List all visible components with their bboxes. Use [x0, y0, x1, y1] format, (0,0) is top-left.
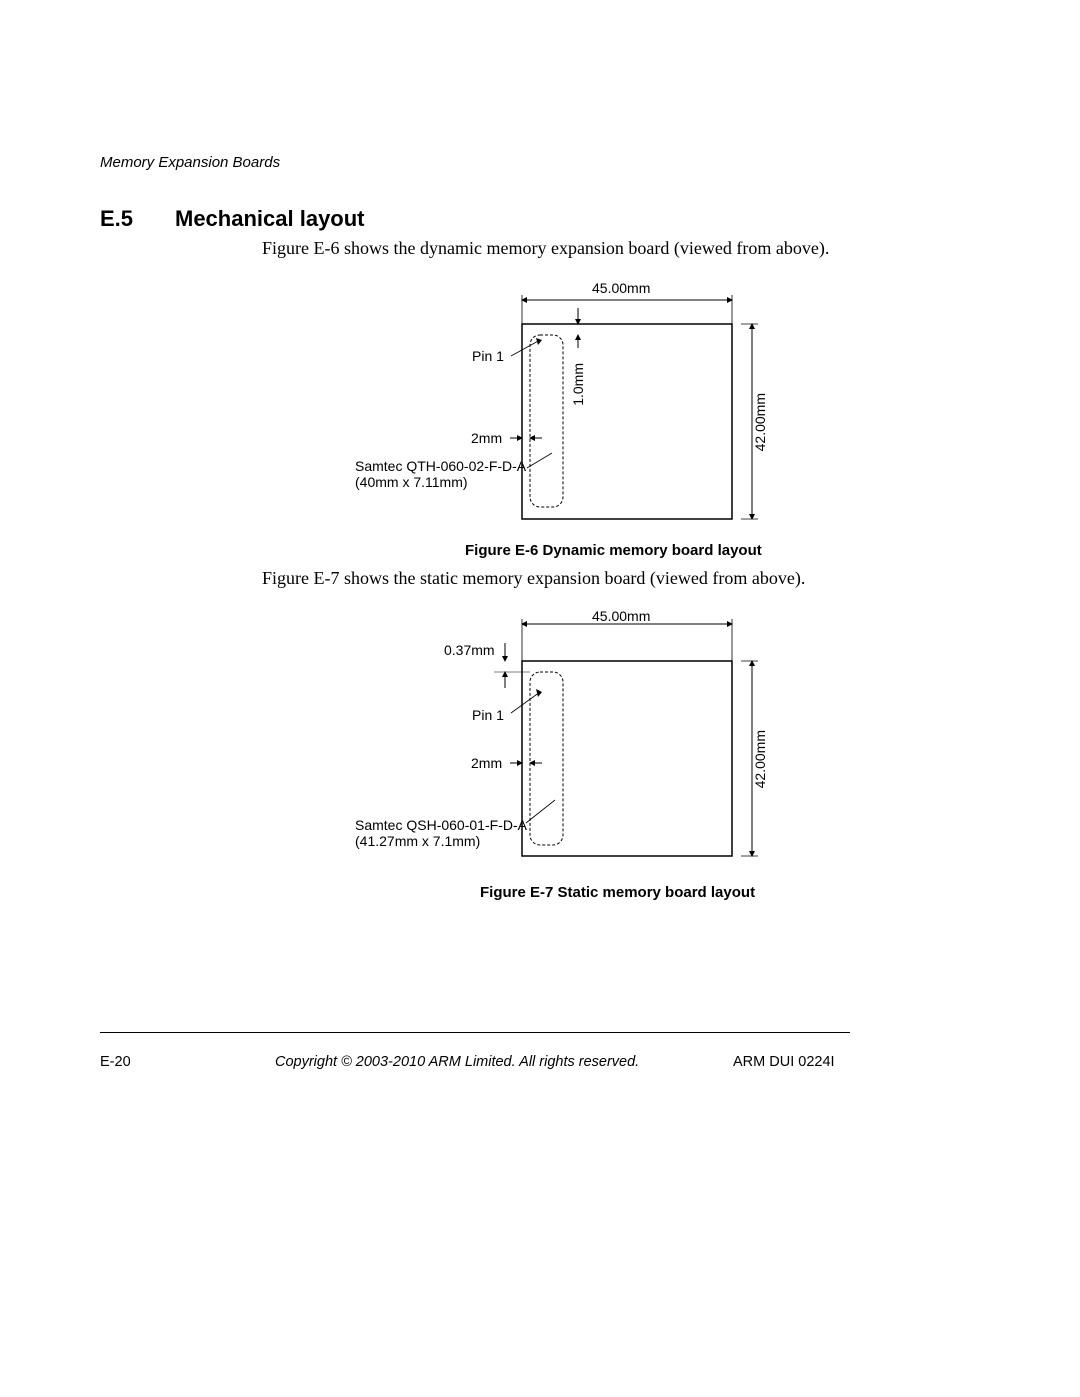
section-number: E.5: [100, 206, 175, 232]
connector-label-2: Samtec QSH-060-01-F-D-A (41.27mm x 7.1mm…: [355, 817, 527, 849]
section-title: Mechanical layout: [175, 206, 365, 231]
footer-copyright: Copyright © 2003-2010 ARM Limited. All r…: [275, 1054, 639, 1070]
connector-label-line1: Samtec QTH-060-02-F-D-A: [355, 458, 526, 474]
connector-label-2-line1: Samtec QSH-060-01-F-D-A: [355, 817, 527, 833]
figure-e7-caption: Figure E-7 Static memory board layout: [480, 884, 755, 901]
connector-label: Samtec QTH-060-02-F-D-A (40mm x 7.11mm): [355, 458, 526, 490]
pin1-label: Pin 1: [472, 348, 504, 364]
connector-label-2-line2: (41.27mm x 7.1mm): [355, 833, 480, 849]
dim-top-offset-label: 1.0mm: [570, 363, 586, 406]
running-header: Memory Expansion Boards: [100, 154, 280, 171]
figure-e6-diagram: 45.00mm 1.0mm 42.00mm Pin 1 2mm Samtec Q…: [262, 278, 782, 528]
dim-2mm-label-2: 2mm: [471, 755, 502, 771]
body-paragraph-1: Figure E-6 shows the dynamic memory expa…: [262, 238, 829, 259]
dim-037mm-label: 0.37mm: [444, 642, 495, 658]
dim-2mm-label: 2mm: [471, 430, 502, 446]
body-paragraph-2: Figure E-7 shows the static memory expan…: [262, 568, 805, 589]
dim-width-label-2: 45.00mm: [592, 608, 650, 624]
section-heading: E.5Mechanical layout: [100, 206, 365, 232]
connector-label-line2: (40mm x 7.11mm): [355, 474, 468, 490]
dim-height-label: 42.00mm: [752, 393, 768, 451]
pin1-label-2: Pin 1: [472, 707, 504, 723]
diagram-svg: [262, 278, 782, 528]
footer-doc-id: ARM DUI 0224I: [733, 1054, 835, 1070]
footer-rule: [100, 1032, 850, 1033]
figure-e6-caption: Figure E-6 Dynamic memory board layout: [465, 542, 762, 559]
dim-width-label: 45.00mm: [592, 280, 650, 296]
figure-e7-diagram: 45.00mm 0.37mm 42.00mm Pin 1 2mm Samtec …: [262, 615, 782, 870]
footer-page-number: E-20: [100, 1054, 131, 1070]
dim-height-label-2: 42.00mm: [752, 730, 768, 788]
